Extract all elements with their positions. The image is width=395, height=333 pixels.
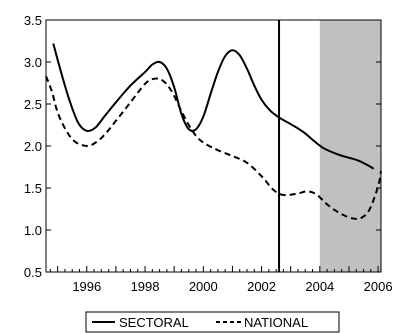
- x-tick-label: 2000: [189, 279, 218, 294]
- y-tick-label: 1.0: [24, 223, 42, 238]
- x-tick-label: 2002: [247, 279, 276, 294]
- series-line-national: [45, 75, 382, 221]
- x-tick-label: 1998: [131, 279, 160, 294]
- x-axis: 1996 1998 2000 2002 2004 2006: [49, 266, 393, 294]
- legend-box: [85, 311, 340, 333]
- y-tick-label: 2.0: [24, 139, 42, 154]
- y-tick-label: 2.5: [24, 97, 42, 112]
- y-tick-label: 3.5: [24, 13, 42, 28]
- y-tick-label: 1.5: [24, 181, 42, 196]
- x-tick-label: 2006: [364, 279, 393, 294]
- y-tick-label: 0.5: [24, 265, 42, 280]
- x-tick-label: 1996: [72, 279, 101, 294]
- legend: SECTORAL NATIONAL: [85, 311, 340, 333]
- y-axis: 0.5 1.0 1.5 2.0 2.5 3.0 3.5: [24, 13, 381, 280]
- y-tick-label: 3.0: [24, 55, 42, 70]
- series-line-sectoral: [52, 43, 375, 170]
- shaded-region: [319, 20, 381, 272]
- legend-label-national: NATIONAL: [244, 315, 308, 330]
- legend-label-sectoral: SECTORAL: [119, 315, 189, 330]
- x-tick-label: 2004: [305, 279, 334, 294]
